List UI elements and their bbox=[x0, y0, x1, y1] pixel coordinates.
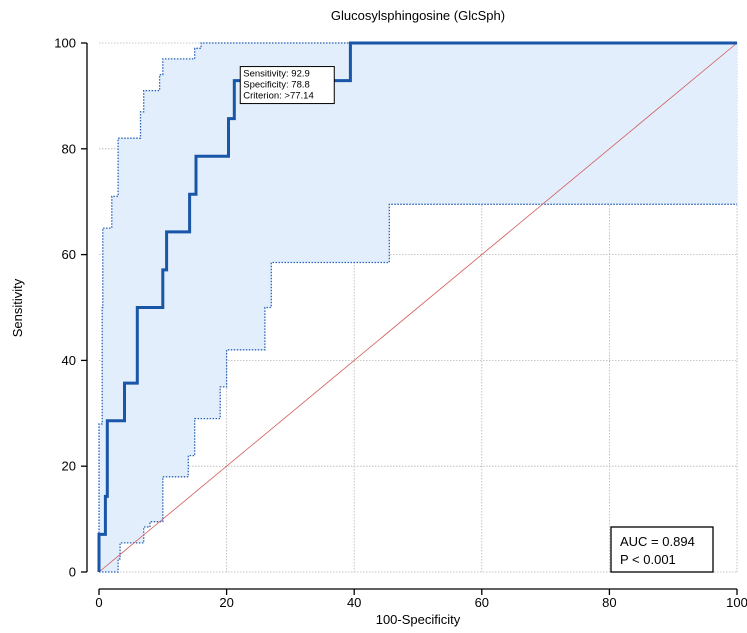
ci-lower-line bbox=[99, 203, 737, 573]
y-ticks: 0 20 40 60 80 100 bbox=[54, 36, 87, 580]
criterion-annotation: Sensitivity: 92.9 Specificity: 78.8 Crit… bbox=[239, 66, 335, 105]
annotation-sensitivity: Sensitivity: 92.9 bbox=[243, 69, 310, 80]
y-tick-label: 40 bbox=[62, 353, 76, 368]
x-ticks: 0 20 40 60 80 100 bbox=[95, 589, 747, 610]
stats-box-frame bbox=[610, 526, 714, 573]
y-axis-label: Sensitivity bbox=[10, 278, 25, 337]
y-tick-label: 80 bbox=[62, 141, 76, 156]
x-tick-label: 20 bbox=[219, 595, 233, 610]
auc-value: AUC = 0.894 bbox=[620, 534, 695, 549]
y-tick-label: 20 bbox=[62, 459, 76, 474]
x-axis-label: 100-Specificity bbox=[376, 612, 461, 627]
y-tick-label: 0 bbox=[69, 565, 76, 580]
p-value: P < 0.001 bbox=[620, 552, 676, 567]
stats-box: AUC = 0.894 P < 0.001 bbox=[610, 526, 714, 573]
annotation-specificity: Specificity: 78.8 bbox=[243, 80, 310, 91]
chart-title: Glucosylsphingosine (GlcSph) bbox=[331, 8, 505, 23]
ci-upper-line bbox=[98, 42, 737, 572]
criterion-annotation-box bbox=[239, 66, 335, 105]
axes bbox=[86, 43, 737, 590]
reference-diagonal bbox=[98, 42, 738, 573]
y-tick-label: 60 bbox=[62, 247, 76, 262]
x-tick-label: 80 bbox=[602, 595, 616, 610]
x-tick-label: 0 bbox=[95, 595, 102, 610]
x-tick-label: 40 bbox=[347, 595, 361, 610]
x-tick-label: 60 bbox=[475, 595, 489, 610]
annotation-criterion: Criterion: >77.14 bbox=[243, 91, 313, 102]
y-tick-label: 100 bbox=[54, 36, 76, 51]
x-tick-label: 100 bbox=[726, 595, 747, 610]
roc-curve bbox=[97, 41, 737, 572]
